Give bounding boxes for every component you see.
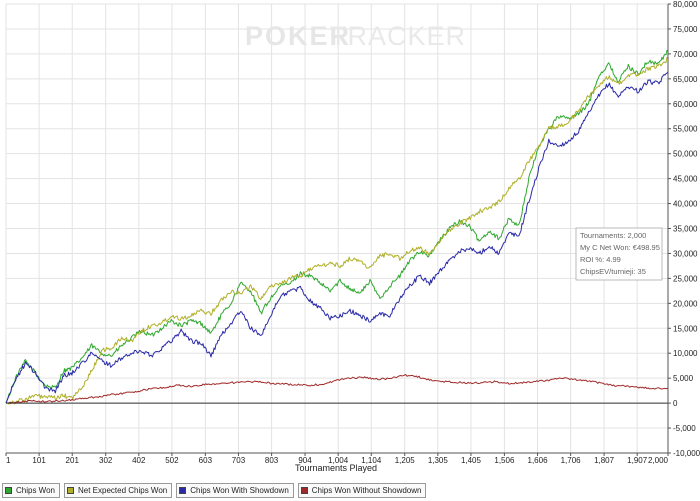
x-tick-label: 1,405 xyxy=(461,456,482,465)
grid-lines xyxy=(5,3,669,454)
x-tick-label: 101 xyxy=(32,456,46,465)
legend-item-without-showdown[interactable]: Chips Won Without Showdown xyxy=(297,483,427,498)
x-tick-label: 1 xyxy=(6,456,11,465)
series-line-net-expected-chips-won xyxy=(5,56,669,405)
y-tick-label: 5,000 xyxy=(673,374,694,383)
series-line-chips-won-with-showdown xyxy=(5,71,669,404)
y-tick-label: 60,000 xyxy=(673,100,698,109)
x-tick-label: 2,000 xyxy=(648,456,669,465)
x-tick-label: 1,004 xyxy=(328,456,349,465)
x-tick-label: 603 xyxy=(199,456,213,465)
info-tooltip: Tournaments: 2,000 My C Net Won: €498.95… xyxy=(575,227,663,281)
x-tick-label: 302 xyxy=(99,456,113,465)
y-tick-label: 55,000 xyxy=(673,125,698,134)
y-tick-label: -5,000 xyxy=(673,424,696,433)
y-tick-label: 40,000 xyxy=(673,200,698,209)
x-tick-label: 1,205 xyxy=(395,456,416,465)
y-tick-label: 0 xyxy=(673,399,678,408)
y-tick-label: 20,000 xyxy=(673,299,698,308)
x-tick-label: 502 xyxy=(165,456,179,465)
chart-svg: POKER TRACKER 80,000 75,000 70,000 65,000 60… xyxy=(5,0,700,473)
tooltip-chipsev: ChipsEV/turnieji: 35 xyxy=(580,267,646,276)
x-tick-label: 201 xyxy=(66,456,80,465)
x-tick-label: 703 xyxy=(232,456,246,465)
x-tick-label: 1,807 xyxy=(594,456,615,465)
y-tick-label: -10,000 xyxy=(673,449,700,458)
legend-label: Chips Won Without Showdown xyxy=(311,486,422,495)
tooltip-net-won: My C Net Won: €498.95 xyxy=(580,243,660,252)
legend-label: Net Expected Chips Won xyxy=(77,486,168,495)
x-tick-label: 1,606 xyxy=(528,456,549,465)
y-tick-label: 70,000 xyxy=(673,50,698,59)
series-line-chips-won xyxy=(5,49,669,404)
y-tick-label: 65,000 xyxy=(673,75,698,84)
y-tick-label: 80,000 xyxy=(673,0,698,9)
legend: Chips Won Net Expected Chips Won Chips W… xyxy=(0,480,700,501)
x-axis-ticks: 1 101 201 302 402 502 603 703 803 904 1,004 1,104 1,… xyxy=(5,453,669,465)
x-tick-label: 1,706 xyxy=(561,456,582,465)
series-layer xyxy=(5,49,669,405)
legend-swatch xyxy=(179,487,187,494)
watermark-poker: POKER xyxy=(245,21,351,51)
x-axis-label: Tournaments Played xyxy=(295,463,377,473)
y-tick-label: 35,000 xyxy=(673,225,698,234)
legend-swatch xyxy=(66,487,74,494)
legend-swatch xyxy=(300,487,308,494)
legend-item-chips-won[interactable]: Chips Won xyxy=(2,483,60,498)
legend-label: Chips Won With Showdown xyxy=(190,486,289,495)
x-tick-label: 904 xyxy=(298,456,312,465)
y-tick-label: 15,000 xyxy=(673,324,698,333)
x-tick-label: 1,305 xyxy=(428,456,449,465)
tooltip-box xyxy=(575,227,663,281)
y-tick-label: 25,000 xyxy=(673,274,698,283)
x-tick-label: 1,506 xyxy=(494,456,515,465)
legend-label: Chips Won xyxy=(16,486,55,495)
legend-swatch xyxy=(5,487,12,494)
y-tick-label: 45,000 xyxy=(673,175,698,184)
x-tick-label: 803 xyxy=(265,456,279,465)
y-tick-label: 50,000 xyxy=(673,150,698,159)
y-axis-ticks: 80,000 75,000 70,000 65,000 60,000 55,000 50,0… xyxy=(668,0,700,458)
x-tick-label: 1,907 xyxy=(627,456,648,465)
legend-item-with-showdown[interactable]: Chips Won With Showdown xyxy=(176,483,294,498)
y-tick-label: 10,000 xyxy=(673,349,698,358)
tooltip-tournaments: Tournaments: 2,000 xyxy=(580,231,646,240)
watermark-tracker: TRACKER xyxy=(330,21,466,51)
y-tick-label: 30,000 xyxy=(673,249,698,258)
x-tick-label: 1,104 xyxy=(361,456,382,465)
x-tick-label: 402 xyxy=(132,456,146,465)
tooltip-roi: ROI %: 4.99 xyxy=(580,255,621,264)
legend-item-net-expected[interactable]: Net Expected Chips Won xyxy=(63,483,173,498)
series-line-chips-won-without-showdown xyxy=(5,374,669,404)
y-tick-label: 75,000 xyxy=(673,25,698,34)
